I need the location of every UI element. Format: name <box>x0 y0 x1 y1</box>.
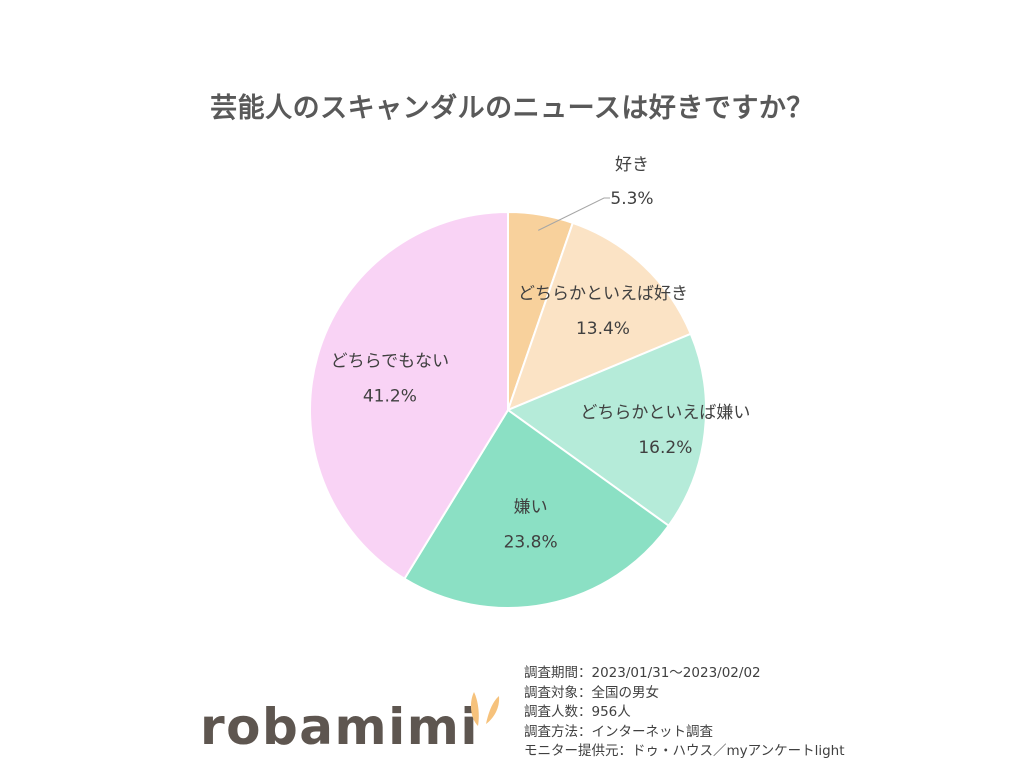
note-provider: モニター提供元：ドゥ・ハウス／myアンケートlight <box>524 743 845 759</box>
leader-lines <box>537 197 610 231</box>
pie-slice <box>403 408 671 609</box>
note-period: 調査期間：2023/01/31～2023/02/02 <box>524 665 761 681</box>
note-count: 調査人数：956人 <box>524 704 631 720</box>
slice-category-label: どちらかといえば嫌い <box>580 403 750 423</box>
slice-value-label: 5.3% <box>610 189 653 209</box>
chart-title: 芸能人のスキャンダルのニュースは好きですか？ <box>210 93 814 124</box>
slice-value-label: 41.2% <box>363 387 417 407</box>
pie-slice <box>506 221 693 412</box>
note-method: 調査方法：インターネット調査 <box>524 723 713 740</box>
rabbit-ears-icon <box>470 692 500 726</box>
leader-line <box>537 197 610 231</box>
slice-labels: 好き 5.3% どちらかといえば好き 13.4% どちらかといえば嫌い 16.2% 嫌い 23… <box>331 155 751 553</box>
survey-notes: 調査期間：2023/01/31～2023/02/02 調査対象：全国の男女 調査… <box>524 664 845 762</box>
pie-slice <box>505 332 707 528</box>
slice-value-label: 13.4% <box>576 319 630 339</box>
note-target: 調査対象：全国の男女 <box>524 684 659 701</box>
slice-category-label: 嫌い <box>514 498 548 518</box>
slice-value-label: 16.2% <box>638 438 692 458</box>
slice-category-label: どちらでもない <box>331 352 450 372</box>
robamimi-logo: robamimi <box>200 698 480 756</box>
pie-slices <box>309 210 707 609</box>
slice-value-label: 23.8% <box>504 533 558 553</box>
pie-slice <box>309 210 509 581</box>
slice-category-label: どちらかといえば好き <box>518 284 688 304</box>
slice-category-label: 好き <box>615 155 649 175</box>
